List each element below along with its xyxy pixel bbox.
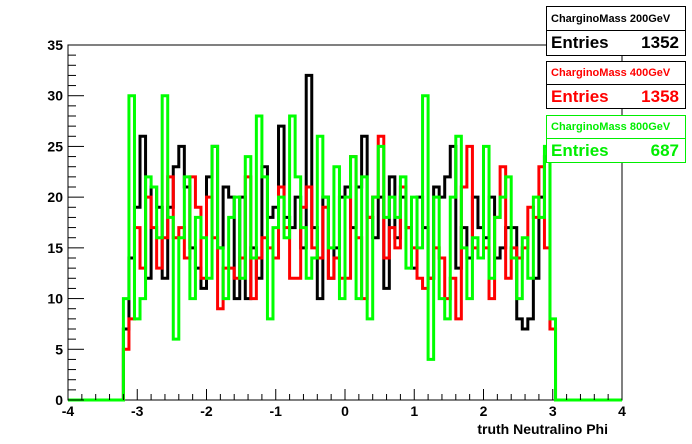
x-tick-label: 3: [549, 403, 557, 419]
x-tick-label: -2: [200, 403, 213, 419]
y-tick-label: 0: [55, 392, 63, 408]
y-tick-label: 10: [47, 291, 63, 307]
stat-box-800gev: CharginoMass 800GeV Entries 687: [546, 115, 686, 163]
x-tick-label: 4: [618, 403, 626, 419]
y-tick-label: 25: [47, 138, 63, 154]
x-tick-label: -3: [131, 403, 144, 419]
y-tick-label: 35: [47, 37, 63, 53]
stat-box-800gev-name: CharginoMass 800GeV: [547, 116, 685, 139]
x-tick-label: -1: [270, 403, 283, 419]
x-tick-label: 1: [410, 403, 418, 419]
x-axis-title: truth Neutralino Phi: [477, 421, 608, 437]
series-line-2: [68, 94, 622, 402]
stat-box-200gev-name: CharginoMass 200GeV: [547, 7, 685, 31]
x-tick-label: 2: [480, 403, 488, 419]
stat-box-400gev-name: CharginoMass 400GeV: [547, 62, 685, 85]
stat-box-400gev-entries-label: Entries: [551, 86, 609, 106]
stat-box-400gev-entries-value: 1358: [641, 86, 679, 106]
stat-box-800gev-entries-label: Entries: [551, 140, 609, 160]
stat-box-200gev-entries-label: Entries: [551, 33, 609, 52]
y-tick-label: 30: [47, 88, 63, 104]
x-tick-label: -4: [62, 403, 75, 419]
x-tick-label: 0: [341, 403, 349, 419]
y-tick-label: 5: [55, 341, 63, 357]
series-layer: [68, 73, 622, 402]
axis-layer: -4 -3 -2 -1 0 1 2 3 4 0 5 10 15 20 25 30 35: [47, 37, 626, 419]
y-tick-label: 20: [47, 189, 63, 205]
stat-box-400gev: CharginoMass 400GeV Entries 1358: [546, 61, 686, 109]
y-tick-label: 15: [47, 240, 63, 256]
stat-box-200gev-entries-value: 1352: [641, 33, 679, 52]
stat-box-200gev: CharginoMass 200GeV Entries 1352: [546, 6, 686, 56]
stat-box-800gev-entries-value: 687: [650, 140, 679, 160]
